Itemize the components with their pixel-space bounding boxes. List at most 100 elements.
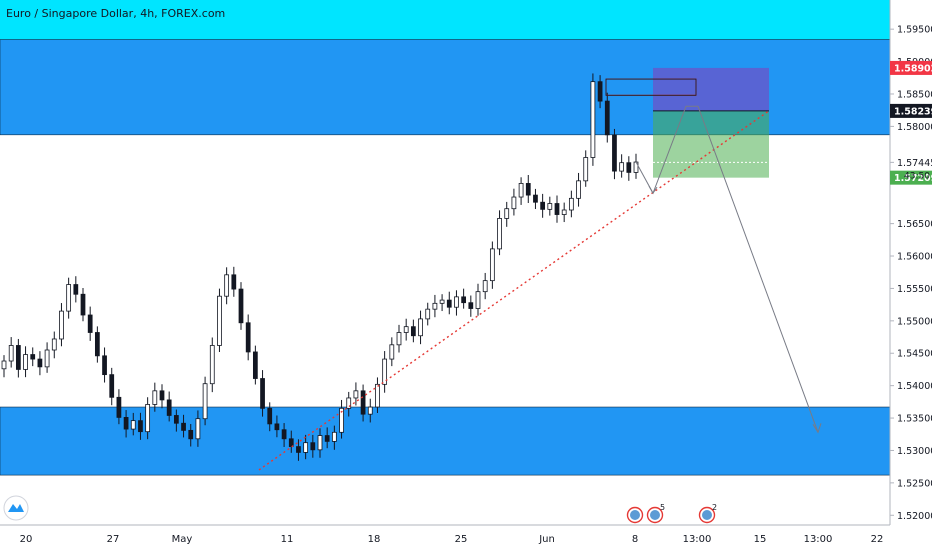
candle-body	[568, 197, 574, 211]
candle-body	[166, 399, 172, 416]
candle-body	[37, 358, 43, 368]
price-tick-label: 1.54500	[897, 349, 932, 360]
highlight-box-outline	[605, 78, 697, 96]
time-tick-label: 18	[368, 534, 381, 545]
stop-price-label: 1.58902	[894, 63, 932, 74]
candle-body	[482, 280, 488, 293]
candle-body	[267, 407, 273, 425]
candle-body	[475, 291, 481, 309]
calendar-event-icon[interactable]	[626, 506, 644, 524]
candle-body	[8, 345, 14, 362]
candle-body	[252, 351, 258, 379]
time-tick-label: 13:00	[683, 534, 712, 545]
price-tick-label: 1.55000	[897, 316, 932, 327]
candle-body	[181, 422, 186, 431]
candle-body	[152, 390, 158, 405]
logo-mark	[8, 504, 24, 512]
candle-body	[66, 284, 72, 312]
calendar-event-icon[interactable]: 2	[698, 503, 718, 524]
candle-body	[281, 429, 287, 440]
candle-body	[461, 296, 467, 304]
candle-body	[597, 81, 603, 102]
time-tick-label: 15	[754, 534, 767, 545]
forecast-path	[635, 105, 819, 433]
top-band	[0, 0, 890, 40]
time-tick-label: 20	[20, 534, 33, 545]
time-tick-label: 13:00	[804, 534, 833, 545]
price-tick-label: 1.52500	[897, 478, 932, 489]
event-count: 5	[660, 503, 665, 512]
candle-body	[15, 345, 21, 370]
forecast-arrowhead	[812, 423, 822, 434]
candle-body	[525, 183, 531, 196]
take-profit-zone	[653, 110, 769, 178]
candle-body	[446, 299, 452, 308]
chart-title: Euro / Singapore Dollar, 4h, FOREX.com	[6, 7, 225, 20]
candle-body	[511, 196, 517, 210]
candle-body	[1, 360, 7, 370]
price-tick-label: 1.58000	[897, 122, 932, 133]
candle-body	[109, 374, 115, 398]
candle-body	[23, 354, 28, 370]
candle-body	[518, 183, 524, 198]
time-axis[interactable]: 20 27 May 11 18 25 Jun 8 13:00 15 13:00 22	[0, 524, 890, 550]
candle-body	[547, 203, 553, 210]
forecast-arrowhead-small	[648, 185, 658, 195]
candle-body	[489, 248, 495, 282]
candle-body	[188, 429, 194, 440]
event-dot	[630, 510, 640, 520]
tradingview-logo-icon[interactable]	[3, 495, 29, 521]
candle-body	[260, 378, 265, 409]
candle-body	[425, 308, 431, 320]
candle-body	[533, 194, 538, 203]
trendline	[258, 109, 771, 471]
price-tick-label: 1.56500	[897, 219, 932, 230]
candle-body	[44, 349, 50, 368]
candle-body	[274, 423, 280, 431]
candle-body	[382, 358, 388, 385]
candle-body	[418, 318, 423, 337]
candle-body	[324, 435, 330, 442]
price-axis-bg	[890, 0, 932, 550]
target-price-label: 1.57209	[894, 173, 932, 184]
candle-body	[73, 284, 79, 295]
candle-body	[454, 296, 459, 308]
calendar-event-icon[interactable]: 5	[646, 503, 666, 524]
candle-body	[303, 442, 309, 453]
candle-body	[590, 81, 596, 158]
time-tick-label: 22	[871, 534, 884, 545]
candle-body	[238, 288, 244, 324]
candle-body	[331, 431, 337, 442]
entry-price-label-bg	[890, 103, 932, 118]
price-tick-label: 1.53500	[897, 414, 932, 425]
candle-body	[432, 302, 438, 310]
candle-body	[195, 418, 201, 440]
event-dot	[702, 510, 712, 520]
price-tick-label: 1.54000	[897, 381, 932, 392]
candle-body	[583, 157, 589, 182]
event-count: 2	[712, 503, 717, 512]
price-tick-label: 1.57445	[897, 158, 932, 169]
candles-layer	[1, 73, 639, 461]
candle-body	[51, 338, 57, 351]
candle-body	[396, 332, 402, 346]
candle-body	[59, 310, 64, 340]
candle-body	[209, 345, 215, 385]
candle-body	[604, 100, 610, 136]
candle-body	[403, 326, 409, 333]
price-axis[interactable]: 1.595001.590001.585001.580001.574451.565…	[889, 0, 932, 550]
target-price-label-bg	[890, 170, 932, 185]
time-tick-label: 8	[632, 534, 638, 545]
candle-body	[389, 344, 395, 360]
candle-body	[367, 406, 373, 415]
event-dot	[650, 510, 660, 520]
candle-body	[626, 162, 632, 173]
candle-body	[576, 180, 581, 199]
candle-body	[87, 314, 93, 333]
countdown-label: 43:50	[904, 171, 930, 181]
candle-body	[540, 201, 546, 210]
candle-body	[619, 162, 625, 172]
